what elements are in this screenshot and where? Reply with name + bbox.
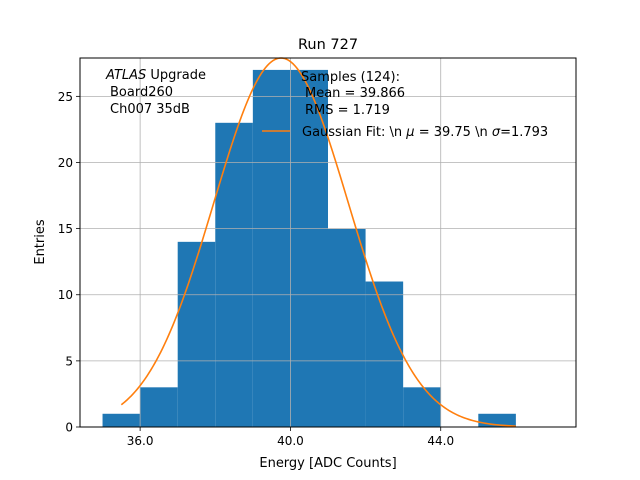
- y-tick-label-3: 15: [58, 222, 73, 236]
- y-tick-label-1: 5: [65, 354, 73, 368]
- atlas-label: ATLAS: [105, 68, 146, 83]
- x-tick-label-0: 36.0: [127, 434, 154, 448]
- channel-label: Ch007 35dB: [110, 102, 190, 117]
- legend-prefix: Gaussian Fit: \n: [302, 125, 406, 140]
- y-tick-label-0: 0: [65, 421, 73, 435]
- plot-frame: [79, 57, 577, 428]
- x-tick-label-1: 40.0: [277, 434, 304, 448]
- fit-layer: [120, 57, 516, 427]
- y-axis-ticks: 0 5 10 15 20 25: [58, 90, 80, 435]
- legend-fit-label: Gaussian Fit: \n μ = 39.75 \n σ=1.793: [302, 125, 548, 140]
- histogram-bar-0: [102, 413, 141, 427]
- legend-sigma-value: =1.793: [500, 125, 548, 140]
- x-axis-ticks: 36.0 40.0 44.0: [127, 427, 454, 448]
- histogram-bar-7: [365, 281, 404, 427]
- legend-mu-value: = 39.75 \n: [415, 125, 492, 140]
- histogram-bar-1: [140, 387, 178, 427]
- histogram-bar-8: [403, 387, 441, 427]
- x-axis-label: Energy [ADC Counts]: [259, 456, 396, 471]
- rms-label: RMS = 1.719: [305, 103, 390, 118]
- y-axis-label: Entries: [33, 219, 48, 265]
- upgrade-label: Upgrade: [146, 68, 206, 83]
- y-tick-label-5: 25: [58, 90, 73, 104]
- histogram-bars: [102, 69, 516, 427]
- gaussian-fit-curve: [120, 57, 516, 427]
- histogram-bar-6: [328, 228, 366, 427]
- y-tick-label-4: 20: [58, 156, 73, 170]
- histogram-bar-4: [252, 69, 291, 427]
- histogram-bar-5: [290, 69, 328, 427]
- legend-sigma-symbol: σ: [492, 125, 501, 140]
- chart-title: Run 727: [298, 37, 358, 53]
- y-tick-label-2: 10: [58, 288, 73, 302]
- histogram-bar-3: [215, 122, 253, 427]
- samples-label: Samples (124):: [301, 70, 400, 85]
- mean-label: Mean = 39.866: [305, 86, 405, 101]
- atlas-annotation-line1: ATLAS Upgrade: [105, 68, 206, 83]
- board-label: Board260: [110, 85, 173, 100]
- legend-mu-symbol: μ: [405, 125, 414, 140]
- x-tick-label-2: 44.0: [427, 434, 454, 448]
- histogram-bar-2: [177, 241, 216, 427]
